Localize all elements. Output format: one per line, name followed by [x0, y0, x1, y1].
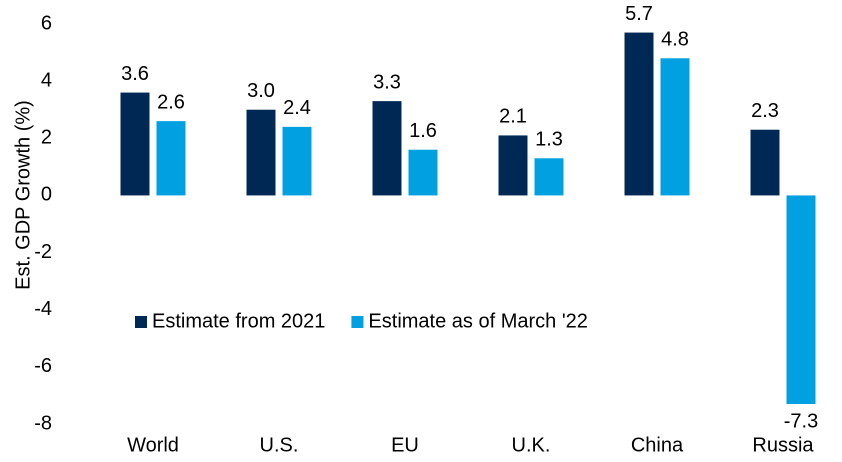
bar	[372, 101, 402, 196]
value-label: -7.3	[784, 410, 818, 432]
y-tick-label: 6	[41, 12, 52, 34]
value-label: 2.4	[283, 97, 311, 119]
bar	[282, 126, 312, 196]
bar	[750, 129, 780, 196]
x-tick-label: World	[127, 434, 179, 456]
value-label: 4.8	[661, 29, 689, 51]
y-tick-label: -4	[34, 298, 52, 320]
x-tick-label: Russia	[752, 434, 814, 456]
y-tick-label: 2	[41, 127, 52, 149]
y-tick-label: 4	[41, 69, 52, 91]
value-label: 3.6	[121, 63, 149, 85]
bar	[246, 109, 276, 196]
value-label: 1.6	[409, 120, 437, 142]
value-label: 2.3	[751, 100, 779, 122]
bar	[534, 158, 564, 196]
x-tick-label: China	[631, 434, 684, 456]
bar	[624, 32, 654, 196]
legend-swatch	[135, 316, 147, 328]
value-label: 2.6	[157, 91, 185, 113]
y-tick-label: 0	[41, 184, 52, 206]
legend-label: Estimate from 2021	[152, 310, 325, 332]
value-label: 3.0	[247, 80, 275, 102]
bar	[498, 135, 528, 196]
bar	[786, 195, 816, 404]
legend-swatch	[351, 316, 364, 328]
value-label: 1.3	[535, 129, 563, 151]
x-tick-label: U.K.	[512, 434, 551, 456]
bar	[660, 58, 690, 196]
bar	[120, 92, 150, 196]
y-tick-label: -2	[34, 241, 52, 263]
value-label: 5.7	[625, 3, 653, 25]
value-label: 2.1	[499, 106, 527, 128]
y-axis-label: Est. GDP Growth (%)	[12, 100, 34, 290]
bar	[156, 121, 186, 196]
legend-label: Estimate as of March '22	[368, 310, 587, 332]
x-tick-label: U.S.	[260, 434, 299, 456]
value-label: 3.3	[373, 71, 401, 93]
x-tick-label: EU	[391, 434, 419, 456]
bar	[408, 149, 438, 196]
y-tick-label: -8	[34, 412, 52, 434]
y-tick-label: -6	[34, 355, 52, 377]
